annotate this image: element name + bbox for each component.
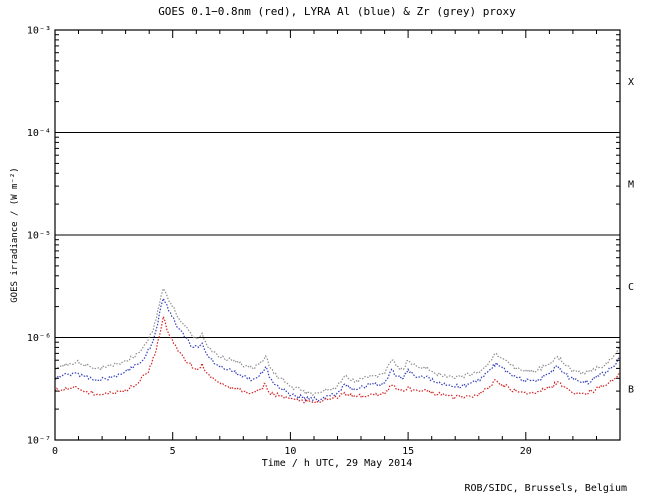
y-tick-label: 10⁻⁵ <box>27 231 51 242</box>
x-tick-label: 20 <box>520 446 532 457</box>
flare-class-label-X: X <box>628 77 634 88</box>
flare-class-labels: X M C B <box>628 77 634 395</box>
series-lyra-al <box>54 296 621 403</box>
y-tick-label: 10⁻³ <box>27 26 51 37</box>
x-axis-label: Time / h UTC, 29 May 2014 <box>262 458 413 469</box>
flare-class-boundary-lines <box>55 132 620 338</box>
y-tick-label: 10⁻⁴ <box>27 128 51 139</box>
y-axis-label: GOES irradiance / (W m⁻²) <box>10 167 20 302</box>
flare-class-label-M: M <box>628 179 634 190</box>
y-tick-label: 10⁻⁶ <box>27 333 51 344</box>
chart-title: GOES 0.1−0.8nm (red), LYRA Al (blue) & Z… <box>158 5 516 18</box>
credit-text: ROB/SIDC, Brussels, Belgium <box>464 483 627 494</box>
flare-class-label-C: C <box>628 282 634 293</box>
flare-class-label-B: B <box>628 384 634 395</box>
x-tick-label: 0 <box>52 446 58 457</box>
series-lyra-zr <box>54 287 621 397</box>
axes: 0 5 10 15 20 10⁻³ 10⁻⁴ 10⁻⁵ 10⁻⁶ 10⁻⁷ <box>27 26 621 457</box>
data-series <box>54 287 621 404</box>
x-tick-label: 15 <box>402 446 414 457</box>
x-tick-label: 5 <box>170 446 176 457</box>
x-tick-label: 10 <box>284 446 296 457</box>
y-tick-label: 10⁻⁷ <box>27 436 51 447</box>
series-goes <box>54 314 621 404</box>
